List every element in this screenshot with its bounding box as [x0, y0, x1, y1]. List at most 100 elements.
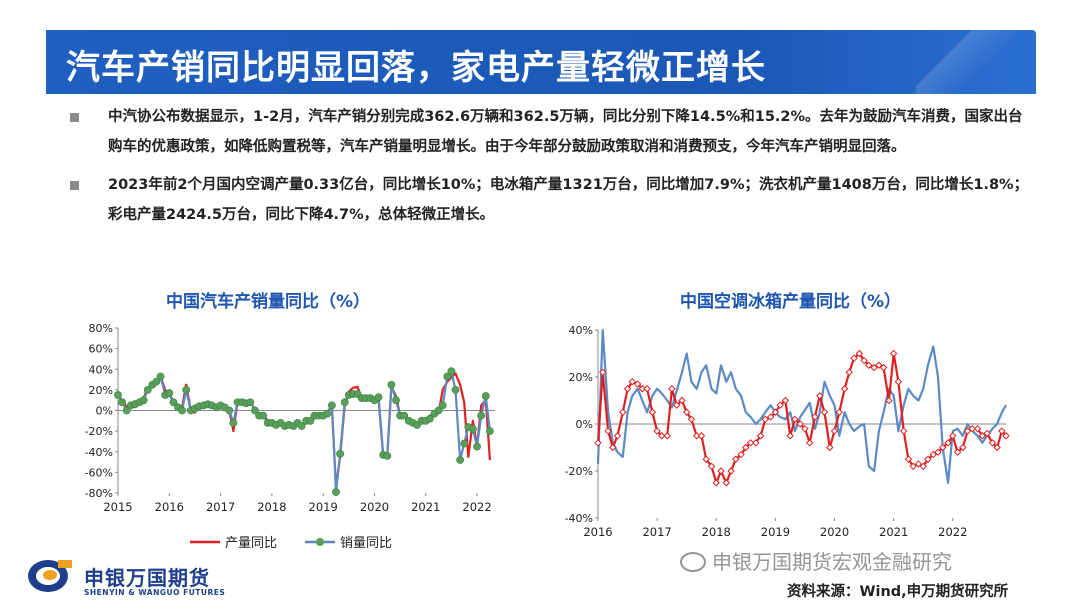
data-point: [604, 427, 612, 435]
y-tick-label: -40%: [85, 446, 113, 459]
data-point: [169, 398, 178, 407]
data-point: [460, 439, 469, 448]
wechat-icon: [680, 552, 706, 572]
data-point: [722, 479, 731, 487]
data-point: [909, 462, 917, 471]
title-bar: 汽车产销同比明显回落，家电产量轻微正增长: [46, 30, 1036, 94]
data-point: [425, 414, 434, 423]
x-tick-label: 2022: [938, 525, 967, 539]
data-point: [653, 427, 661, 435]
data-point: [835, 408, 843, 416]
data-point: [879, 363, 888, 372]
data-point: [613, 432, 622, 440]
data-point: [963, 427, 972, 435]
data-point: [306, 416, 315, 425]
data-point: [122, 406, 131, 415]
x-tick-label: 2021: [411, 500, 440, 514]
data-point: [746, 439, 755, 447]
x-tick-label: 2021: [879, 525, 908, 539]
data-point: [638, 385, 647, 393]
data-point: [894, 377, 903, 386]
data-point: [599, 368, 607, 377]
data-point: [678, 396, 686, 405]
x-tick-label: 2019: [309, 500, 338, 514]
bullet-text-appliance: 2023年前2个月国内空调产量0.33亿台，同比增长10%；电冰箱产量1321万…: [108, 177, 1029, 223]
data-point: [139, 396, 148, 405]
x-tick-label: 2018: [257, 500, 286, 514]
data-point: [702, 455, 710, 463]
data-point: [929, 450, 937, 459]
data-point: [934, 448, 942, 456]
data-point: [594, 439, 602, 447]
data-point: [297, 422, 306, 430]
data-point: [323, 409, 332, 418]
data-source: 资料来源：Wind,申万期货研究所: [787, 584, 1009, 600]
data-point: [118, 398, 127, 407]
data-point: [383, 451, 392, 460]
data-point: [791, 415, 799, 424]
data-point: [796, 420, 804, 428]
data-point: [805, 439, 814, 447]
series-line-2: [117, 370, 491, 494]
data-point: [451, 385, 460, 394]
auto-yoy-chart: 80% 60% 40% 20% 0% -20% -40% -60% -80%2015 2016 20…: [85, 322, 495, 551]
data-point: [336, 449, 344, 458]
data-point: [643, 385, 651, 393]
data-point: [998, 427, 1006, 435]
data-point: [993, 443, 1001, 452]
data-point: [165, 389, 174, 397]
data-point: [1002, 432, 1010, 440]
data-point: [682, 408, 691, 416]
data-point: [225, 406, 234, 415]
data-point: [648, 408, 657, 416]
data-point: [860, 356, 868, 365]
y-tick-label: -80%: [85, 487, 113, 500]
series-line-1: [117, 372, 491, 489]
data-point: [865, 361, 873, 369]
data-point: [845, 368, 854, 377]
data-point: [761, 415, 770, 424]
data-point: [687, 415, 696, 424]
data-point: [658, 432, 666, 440]
data-point: [801, 424, 809, 433]
logo-chinese-name: 申银万国期货: [84, 566, 210, 590]
x-tick-label: 2022: [462, 500, 491, 514]
data-point: [456, 456, 465, 464]
x-tick-label: 2020: [360, 500, 389, 514]
data-point: [914, 460, 923, 468]
bullet-item-auto: 中汽协公布数据显示，1-2月，汽车产销分别完成362.6万辆和362.5万辆，同…: [70, 102, 1030, 162]
data-point: [443, 372, 452, 381]
data-point: [771, 408, 780, 416]
y-tick-label: 40%: [89, 363, 113, 376]
data-point: [959, 443, 967, 452]
y-tick-label: -60%: [85, 466, 113, 479]
data-point: [737, 450, 745, 459]
data-point: [727, 467, 735, 475]
data-point: [473, 442, 481, 451]
data-point: [672, 401, 681, 409]
data-point: [870, 363, 878, 372]
data-point: [246, 398, 255, 407]
data-point: [477, 411, 486, 420]
data-point: [619, 408, 627, 416]
y-tick-label: 60%: [89, 343, 113, 356]
data-point: [944, 439, 952, 447]
data-point: [826, 443, 834, 452]
data-point: [114, 391, 122, 399]
data-point: [939, 443, 947, 452]
data-point: [983, 429, 991, 438]
data-point: [623, 385, 632, 393]
data-point: [387, 380, 396, 389]
data-point: [830, 427, 839, 435]
data-point: [820, 408, 829, 416]
data-point: [633, 380, 642, 388]
data-point: [143, 385, 152, 394]
data-point: [889, 349, 898, 358]
data-point: [732, 455, 740, 463]
data-point: [707, 462, 716, 471]
data-point: [481, 392, 490, 400]
x-tick-label: 2016: [155, 500, 184, 514]
data-point: [178, 406, 187, 415]
data-point: [609, 443, 617, 452]
x-tick-label: 2019: [761, 525, 790, 539]
